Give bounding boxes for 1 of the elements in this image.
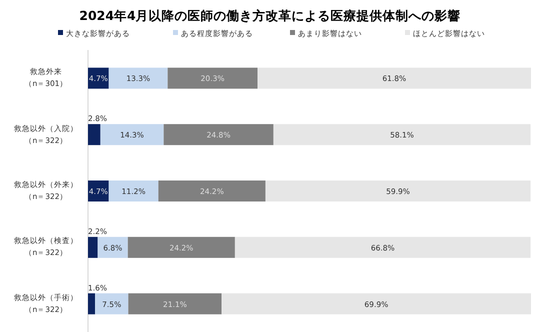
chart-title: 2024年4月以降の医師の働き方改革による医療提供体制への影響 bbox=[79, 8, 461, 23]
